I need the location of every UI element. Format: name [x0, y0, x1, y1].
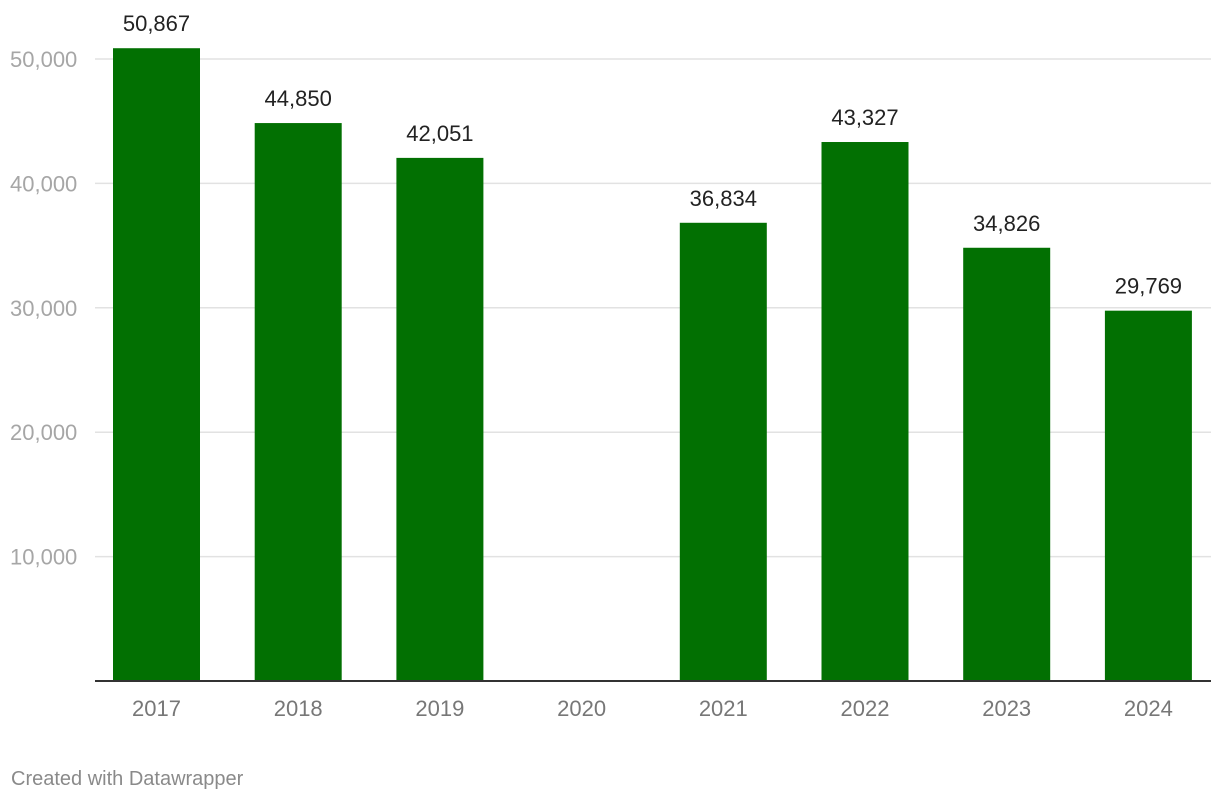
data-label-2019: 42,051: [406, 121, 473, 146]
y-tick-label: 10,000: [10, 545, 77, 570]
data-label-2024: 29,769: [1115, 274, 1182, 299]
data-label-2017: 50,867: [123, 11, 190, 36]
bar-2022: [821, 142, 909, 682]
data-label-2022: 43,327: [831, 105, 898, 130]
x-tick-label-2019: 2019: [415, 696, 464, 721]
x-tick-label-2021: 2021: [699, 696, 748, 721]
bar-2018: [254, 123, 342, 682]
bar-2021: [679, 222, 767, 681]
y-tick-label: 40,000: [10, 171, 77, 196]
x-tick-label-2017: 2017: [132, 696, 181, 721]
bar-2019: [396, 157, 484, 681]
x-tick-label-2023: 2023: [982, 696, 1031, 721]
y-tick-label: 30,000: [10, 296, 77, 321]
bar-2023: [963, 247, 1051, 681]
x-tick-label-2018: 2018: [274, 696, 323, 721]
data-label-2021: 36,834: [690, 186, 757, 211]
y-tick-label: 50,000: [10, 47, 77, 72]
bar-2017: [113, 48, 200, 681]
x-tick-label-2022: 2022: [841, 696, 890, 721]
y-tick-label: 20,000: [10, 420, 77, 445]
bar-2024: [1104, 310, 1192, 681]
data-label-2023: 34,826: [973, 211, 1040, 236]
data-label-2018: 44,850: [265, 86, 332, 111]
y-axis: 10,000 20,000 30,000 40,000 50,000: [10, 47, 77, 570]
x-tick-label-2024: 2024: [1124, 696, 1173, 721]
bars: [113, 48, 1192, 682]
bar-chart: 10,000 20,000 30,000 40,000 50,000 50,867 44,…: [10, 11, 1211, 721]
x-tick-label-2020: 2020: [557, 696, 606, 721]
x-axis: 2017 2018 2019 2020 2021 2022 2023 2024: [132, 696, 1173, 721]
footer-credit: Created with Datawrapper: [11, 768, 244, 790]
value-labels: 50,867 44,850 42,051 36,834 43,327 34,826 29,7…: [123, 11, 1182, 298]
